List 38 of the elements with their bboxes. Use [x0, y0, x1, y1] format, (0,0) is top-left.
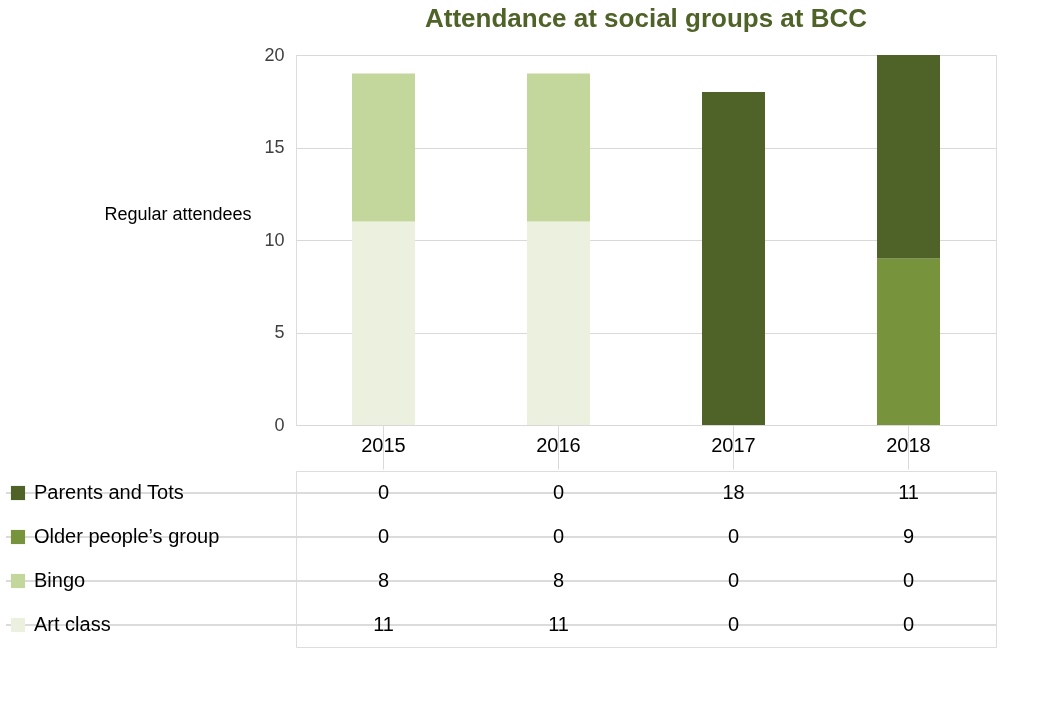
y-tick-label: 10 — [264, 229, 285, 250]
legend-label: Parents and Tots — [34, 481, 184, 503]
data-label: 0 — [727, 613, 740, 635]
data-label: 18 — [722, 481, 745, 503]
data-label: 0 — [727, 569, 740, 591]
bar — [527, 73, 590, 222]
bar — [527, 221, 590, 425]
data-label: 11 — [548, 613, 569, 635]
chart-title: Attendance at social groups at BCC — [424, 3, 868, 33]
data-label: 0 — [377, 481, 390, 503]
data-label: 9 — [902, 525, 915, 547]
bar — [877, 55, 940, 259]
data-label: 11 — [373, 613, 394, 635]
x-tick-label: 2017 — [711, 433, 756, 456]
data-label: 0 — [727, 525, 740, 547]
data-label: 0 — [902, 613, 915, 635]
legend-label: Art class — [34, 613, 111, 635]
y-axis-title: Regular attendees — [104, 203, 252, 224]
legend-label: Older people’s group — [34, 525, 220, 547]
data-label: 0 — [552, 481, 565, 503]
legend-label: Bingo — [34, 569, 86, 591]
x-tick-label: 2018 — [886, 433, 931, 456]
bar — [877, 258, 940, 425]
x-tick-label: 2016 — [536, 433, 581, 456]
data-label: 8 — [552, 569, 565, 591]
data-label: 11 — [898, 481, 919, 503]
y-tick-label: 0 — [274, 414, 285, 435]
bar — [352, 221, 415, 425]
y-tick-label: 20 — [264, 44, 285, 65]
bar — [702, 92, 765, 425]
y-tick-label: 15 — [264, 137, 285, 157]
data-label: 0 — [377, 525, 390, 547]
data-label: 8 — [377, 569, 390, 591]
y-tick-label: 5 — [274, 322, 285, 342]
bar — [352, 73, 415, 222]
data-label: 0 — [552, 525, 565, 547]
data-label: 0 — [902, 569, 915, 591]
x-tick-label: 2015 — [361, 433, 406, 456]
